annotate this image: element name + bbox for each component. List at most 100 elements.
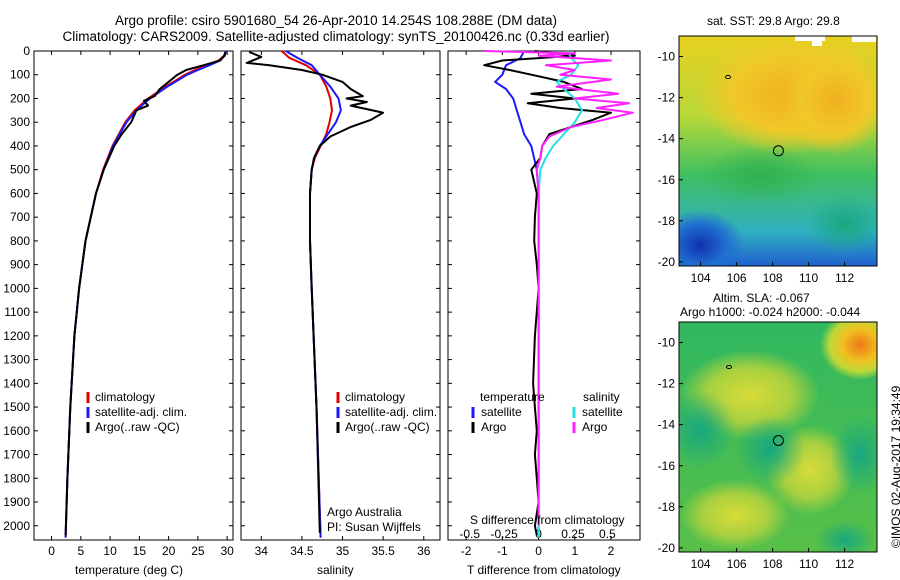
- figure-title-line2: Climatology: CARS2009. Satellite-adjuste…: [62, 29, 610, 44]
- s-diff-tick-label: 0.5: [599, 527, 616, 541]
- sla-map: 104 106 108 110 112 -10 -12 -14 -16 -18 -20: [658, 321, 878, 571]
- plot-frame: [447, 50, 641, 541]
- depth-tick-label: 100: [10, 68, 30, 82]
- diff-legend-temperature-header: temperature: [480, 390, 545, 404]
- x-tick-label: 20: [162, 544, 176, 558]
- map-lat-label: -12: [658, 377, 676, 391]
- map-lat-label: -10: [658, 50, 676, 64]
- sst-map-title: sat. SST: 29.8 Argo: 29.8: [707, 14, 840, 28]
- temperature-axis-label: temperature (deg C): [75, 563, 184, 577]
- temp-legend-satellite: satellite-adj. clim.: [95, 405, 188, 419]
- x-tick-label: 25: [191, 544, 205, 558]
- x-tick-label: -1: [497, 544, 508, 558]
- sal-legend-climatology: climatology: [345, 390, 406, 404]
- depth-tick-label: 700: [10, 210, 30, 224]
- x-tick-label: 15: [133, 544, 147, 558]
- depth-tick-label: 300: [10, 115, 30, 129]
- depth-tick-label: 1100: [4, 305, 30, 319]
- s-diff-tick-label: 0.25: [561, 527, 585, 541]
- map-lat-label: -10: [658, 336, 676, 350]
- map-lon-label: 110: [799, 557, 818, 571]
- map-lon-label: 110: [799, 271, 818, 285]
- temp-legend-climatology: climatology: [95, 390, 156, 404]
- depth-tick-label: 1700: [3, 448, 30, 462]
- depth-tick-label: 0: [23, 44, 30, 58]
- depth-tick-label: 1000: [3, 281, 30, 295]
- x-tick-label: 2: [608, 544, 615, 558]
- depth-tick-label: 800: [10, 234, 30, 248]
- map-lat-label: -18: [658, 500, 676, 514]
- diff-legend-t-satellite: satellite: [481, 405, 522, 419]
- depth-tick-label: 1600: [3, 424, 30, 438]
- depth-tick-label: 500: [10, 163, 30, 177]
- x-tick-label: 36: [417, 544, 431, 558]
- depth-tick-label: 2000: [3, 519, 30, 533]
- x-tick-label: 0: [48, 544, 55, 558]
- s-difference-axis-label: S difference from climatology: [470, 513, 625, 527]
- plot-frame: [240, 50, 441, 541]
- map-lon-label: 106: [727, 557, 747, 571]
- s-diff-tick-label: -0.5: [459, 527, 480, 541]
- sla-map-title-line2: Argo h1000: -0.024 h2000: -0.044: [680, 305, 861, 319]
- depth-tick-label: 1900: [3, 495, 30, 509]
- map-lat-label: -14: [658, 418, 676, 432]
- map-lon-label: 112: [835, 557, 854, 571]
- depth-tick-label: 900: [10, 258, 30, 272]
- x-tick-label: 1: [571, 544, 578, 558]
- map-lat-label: -18: [658, 214, 676, 228]
- diff-legend-s-argo: Argo: [582, 420, 608, 434]
- sla-profile-marker: [772, 435, 784, 446]
- imos-timestamp: ©IMOS 02-Aug-2017 19:34:49: [889, 385, 900, 548]
- x-tick-label: 0: [535, 544, 542, 558]
- x-tick-label: 5: [77, 544, 84, 558]
- series-line-argo-raw-qc-: [245, 50, 385, 533]
- map-lat-label: -20: [658, 541, 676, 555]
- temp-legend-argo: Argo(..raw -QC): [95, 420, 180, 434]
- map-lat-label: -20: [658, 255, 676, 269]
- map-lon-label: 106: [727, 271, 747, 285]
- figure-title-line1: Argo profile: csiro 5901680_54 26-Apr-20…: [114, 13, 558, 28]
- depth-tick-label: 400: [10, 139, 30, 153]
- map-lat-label: -16: [658, 459, 676, 473]
- x-tick-label: 34.5: [290, 544, 314, 558]
- diff-legend-salinity-header: salinity: [583, 390, 620, 404]
- x-tick-label: 30: [220, 544, 234, 558]
- x-tick-label: 35: [336, 544, 350, 558]
- sal-credit-line1: Argo Australia: [327, 505, 402, 519]
- x-tick-label: 35.5: [371, 544, 395, 558]
- sst-map: 104 106 108 110 112 -10 -12 -14 -16 -18 -20: [658, 35, 878, 285]
- diff-legend-s-satellite: satellite: [582, 405, 623, 419]
- s-diff-tick-label: -0.25: [490, 527, 518, 541]
- depth-tick-label: 1800: [3, 471, 30, 485]
- map-lon-label: 104: [691, 557, 711, 571]
- sal-legend-argo: Argo(..raw -QC): [345, 420, 430, 434]
- depth-tick-label: 200: [10, 91, 30, 105]
- map-lat-label: -16: [658, 173, 676, 187]
- depth-tick-label: 1200: [3, 329, 30, 343]
- sst-profile-marker: [772, 145, 784, 157]
- depth-tick-label: 1500: [3, 400, 30, 414]
- map-lon-label: 108: [763, 271, 783, 285]
- temperature-profile-panel: 0 5 10 15 20 25 300100200300400500600700800900…: [3, 44, 234, 558]
- salinity-profile-panel: 34 34.5 35 35.5 36: [240, 50, 441, 558]
- map-lon-label: 104: [691, 271, 711, 285]
- island-outline: [725, 74, 731, 80]
- map-lat-label: -12: [658, 91, 676, 105]
- island-outline: [726, 364, 732, 370]
- depth-tick-label: 1400: [3, 376, 30, 390]
- difference-profile-panel: -2 -1 0 1 2-0.5 -0.25 0 0.25 0.5: [447, 50, 641, 558]
- series-line-argo-raw-qc-: [64, 51, 227, 536]
- plot-frame: [33, 50, 234, 541]
- map-lon-label: 112: [835, 271, 854, 285]
- map-lat-label: -14: [658, 132, 676, 146]
- sla-map-title-line1: Altim. SLA: -0.067: [713, 291, 810, 305]
- x-tick-label: 10: [103, 544, 117, 558]
- sal-legend-satellite: satellite-adj. clim.: [345, 405, 438, 419]
- depth-tick-label: 600: [10, 186, 30, 200]
- salinity-axis-label: salinity: [317, 563, 354, 577]
- map-lon-label: 108: [763, 557, 783, 571]
- depth-tick-label: 1300: [3, 353, 30, 367]
- x-tick-label: 34: [255, 544, 269, 558]
- diff-legend-t-argo: Argo: [481, 420, 507, 434]
